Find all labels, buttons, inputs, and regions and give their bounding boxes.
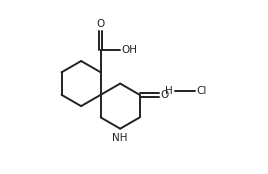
Text: H: H [165,86,173,96]
Text: O: O [160,90,168,100]
Text: OH: OH [121,45,137,55]
Text: NH: NH [113,133,128,143]
Text: Cl: Cl [196,86,206,96]
Text: O: O [96,19,105,29]
